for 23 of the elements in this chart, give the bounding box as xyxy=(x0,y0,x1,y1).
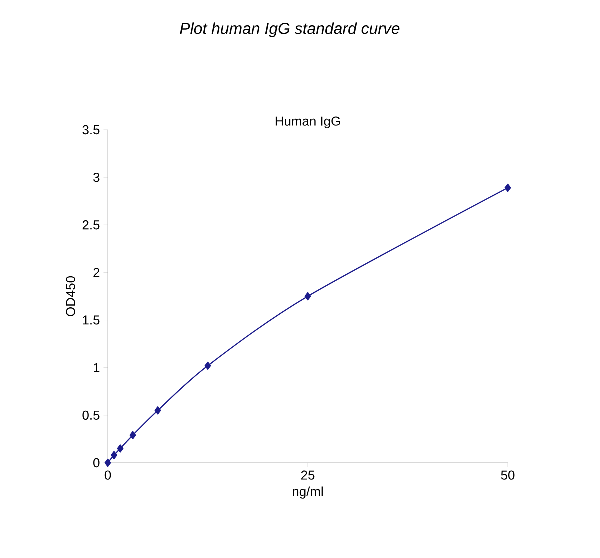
point xyxy=(130,431,136,440)
point xyxy=(304,292,312,301)
point xyxy=(111,451,118,460)
y-tick-label: 3 xyxy=(94,172,100,182)
y-tick-label: 1 xyxy=(94,363,100,372)
y-tick-label: 0.5 xyxy=(82,410,100,420)
y-axis-title: OD450 xyxy=(66,276,76,316)
chart-subtitle: Human IgG xyxy=(276,116,340,128)
x-tick-label: 25 xyxy=(301,470,315,480)
point xyxy=(504,184,512,192)
x-tick-label: 0 xyxy=(104,470,112,480)
chart-title: Plot human IgG standard curve xyxy=(180,22,400,38)
y-tick-label: 0 xyxy=(94,458,100,468)
y-tick-label: 2.5 xyxy=(82,220,100,230)
y-tick-label: 2 xyxy=(94,268,100,278)
y-tick-label: 3.5 xyxy=(82,125,100,135)
point xyxy=(104,458,112,468)
point xyxy=(154,406,162,415)
x-tick-label: 50 xyxy=(501,470,515,480)
y-tick-label: 1.5 xyxy=(83,316,100,325)
point xyxy=(117,444,124,453)
x-axis-title: ng/ml xyxy=(293,486,323,499)
point xyxy=(204,362,212,370)
